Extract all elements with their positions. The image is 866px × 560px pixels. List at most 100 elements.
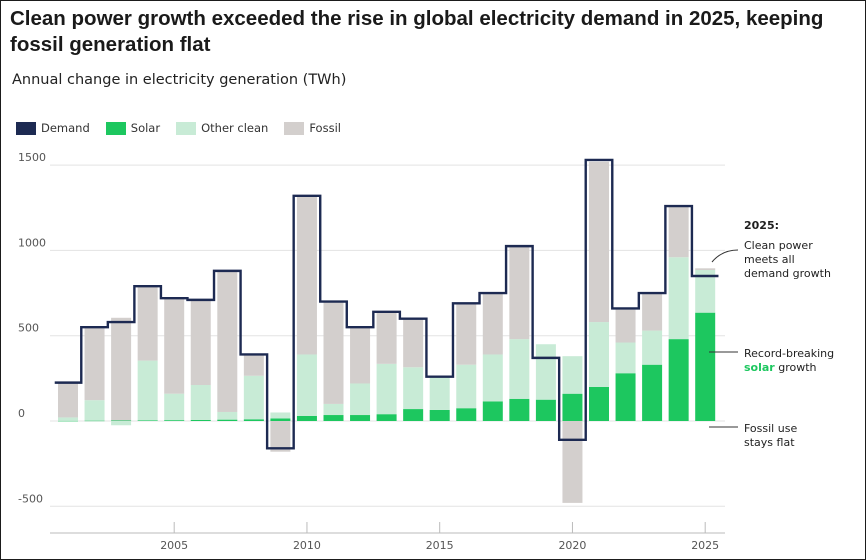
- annotation-fossil-line1: Fossil use: [744, 422, 797, 435]
- bars: [58, 161, 716, 503]
- bar-solar-2007: [217, 419, 238, 421]
- bar-other-clean-2005: [164, 393, 185, 421]
- chart-subtitle: Annual change in electricity generation …: [12, 72, 347, 88]
- bar-fossil-2021: [589, 161, 609, 323]
- x-tick-label: 2025: [691, 539, 719, 552]
- demand-series-line: [54, 158, 719, 450]
- annotation-year: 2025:: [744, 219, 779, 232]
- bar-fossil-2005: [164, 297, 185, 394]
- bar-fossil-2001: [58, 382, 78, 418]
- bar-fossil-2013: [376, 310, 397, 364]
- annotation-record-line1: Record-breaking: [744, 347, 834, 360]
- bar-fossil-2003: [111, 317, 132, 421]
- bar-fossil-2004: [137, 286, 158, 361]
- bar-other-clean-2009: [270, 412, 291, 419]
- y-tick-label: 0: [18, 407, 25, 420]
- bar-solar-2014: [403, 409, 424, 421]
- bar-solar-2006: [190, 419, 211, 421]
- annotation-fossil-line2: stays flat: [744, 436, 795, 449]
- bar-fossil-2025: [695, 268, 716, 271]
- legend-item-other-clean: Other clean: [176, 121, 268, 135]
- bar-fossil-2008: [243, 354, 264, 376]
- bar-other-clean-2007: [217, 411, 238, 420]
- legend-item-demand: Demand: [16, 121, 90, 135]
- annotation-clean-line2: meets all: [744, 253, 795, 266]
- legend-swatch-fossil: [284, 121, 305, 135]
- bar-fossil-2011: [323, 301, 344, 404]
- bar-other-clean-2015: [429, 377, 450, 410]
- x-tick-label: 2010: [293, 539, 321, 552]
- bar-other-clean-2004: [137, 360, 158, 421]
- annotation-clean-line1: Clean power: [744, 239, 813, 252]
- bar-solar-2019: [535, 399, 556, 421]
- bar-other-clean-2013: [376, 363, 397, 415]
- legend-label-demand: Demand: [41, 121, 90, 135]
- bar-fossil-2023: [642, 293, 663, 331]
- annotation-solar-word: solar: [744, 361, 775, 374]
- legend-swatch-demand: [16, 121, 36, 135]
- annotation-clean-line3: demand growth: [744, 267, 831, 280]
- bar-solar-2011: [323, 415, 344, 421]
- bar-fossil-2020: [562, 421, 583, 503]
- annotation-record-line2: solar growth: [744, 361, 817, 374]
- bar-solar-2004: [137, 420, 158, 421]
- bar-fossil-2017: [482, 293, 503, 355]
- bar-other-clean-2011: [323, 403, 344, 416]
- legend-label-fossil: Fossil: [309, 121, 341, 135]
- bar-other-clean-2008: [243, 375, 264, 420]
- bar-solar-2017: [482, 401, 503, 421]
- bar-solar-2018: [509, 398, 530, 421]
- bar-solar-2021: [589, 386, 609, 421]
- bar-fossil-2024: [668, 206, 689, 258]
- bar-other-clean-2017: [482, 354, 503, 402]
- bar-solar-2020: [562, 393, 583, 421]
- legend-item-solar: Solar: [105, 121, 161, 135]
- annotation-growth-word: growth: [775, 361, 817, 374]
- bar-solar-2002: [84, 420, 105, 422]
- bar-other-clean-2003: [111, 421, 132, 426]
- bar-other-clean-2025: [695, 270, 716, 313]
- bar-other-clean-2024: [668, 257, 689, 340]
- annotations: 2025: Clean power meets all demand growt…: [709, 219, 834, 449]
- bar-fossil-2007: [217, 270, 238, 412]
- bar-solar-2003: [111, 420, 132, 421]
- bar-solar-2023: [642, 364, 663, 421]
- bar-fossil-2018: [509, 246, 530, 340]
- annotation-pointer-clean: [711, 249, 739, 263]
- legend-item-fossil: Fossil: [284, 121, 341, 135]
- bar-other-clean-2016: [456, 364, 477, 409]
- axes: -500 0 500 1000 1500 2005 2010 2015 2020 2025: [18, 151, 725, 552]
- bar-solar-2022: [615, 373, 636, 421]
- bar-fossil-2022: [615, 308, 636, 343]
- bar-solar-2024: [668, 339, 689, 421]
- bar-fossil-2016: [456, 303, 477, 365]
- bar-fossil-2010: [296, 195, 317, 355]
- x-tick-label: 2015: [426, 539, 454, 552]
- y-tick-label: 1500: [18, 151, 46, 164]
- bar-solar-2001: [58, 420, 78, 422]
- bar-other-clean-2018: [509, 339, 530, 399]
- bar-fossil-2012: [350, 327, 371, 384]
- legend-swatch-solar: [105, 121, 126, 135]
- bar-solar-2013: [376, 414, 397, 421]
- bar-solar-2009: [270, 418, 291, 421]
- legend: Demand Solar Other clean Fossil: [16, 121, 341, 135]
- bar-other-clean-2012: [350, 383, 371, 416]
- bar-other-clean-2010: [296, 354, 317, 416]
- legend-label-solar: Solar: [130, 121, 161, 135]
- bar-solar-2008: [243, 419, 264, 421]
- bar-other-clean-2022: [615, 342, 636, 374]
- y-tick-label: -500: [18, 492, 43, 505]
- y-tick-label: 500: [18, 322, 39, 335]
- bar-solar-2015: [429, 409, 450, 421]
- bar-other-clean-2001: [58, 417, 78, 421]
- bar-fossil-2009: [270, 421, 291, 452]
- bar-other-clean-2023: [642, 330, 663, 365]
- bar-fossil-2006: [190, 299, 211, 386]
- bar-other-clean-2021: [589, 322, 609, 387]
- legend-label-other-clean: Other clean: [201, 121, 269, 135]
- x-tick-label: 2005: [160, 539, 188, 552]
- legend-swatch-other-clean: [176, 121, 197, 135]
- bar-other-clean-2020: [562, 356, 583, 394]
